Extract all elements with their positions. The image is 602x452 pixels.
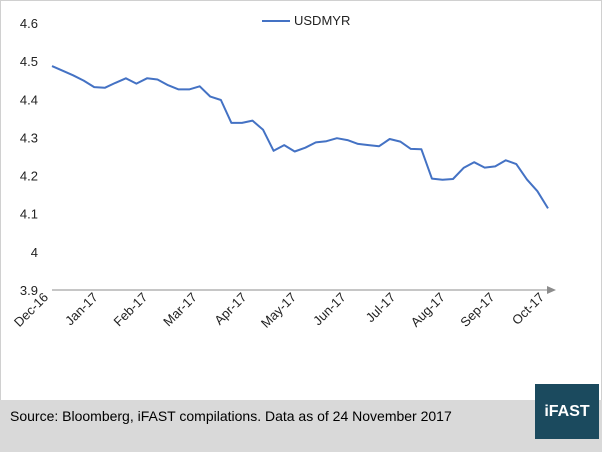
y-tick-label: 4.4 (20, 92, 38, 107)
y-tick-label: 4.3 (20, 130, 38, 145)
y-tick-label: 4.1 (20, 207, 38, 222)
x-tick-label: Aug-17 (408, 290, 448, 330)
series-line-usdmyr (51, 65, 549, 209)
x-tick-label: Apr-17 (211, 290, 249, 328)
y-tick-label: 4.2 (20, 169, 38, 184)
x-tick-label: Feb-17 (111, 290, 151, 330)
y-tick-label: 4.6 (20, 16, 38, 31)
footer-bar: Source: Bloomberg, iFAST compilations. D… (0, 400, 602, 452)
y-axis-ticks: 3.9 4 4.1 4.2 4.3 4.4 4.5 4.6 (20, 16, 38, 298)
x-tick-label: Jul-17 (363, 290, 399, 326)
x-tick-label: Oct-17 (509, 290, 547, 328)
y-tick-label: 4.5 (20, 54, 38, 69)
source-note: Source: Bloomberg, iFAST compilations. D… (10, 408, 452, 424)
x-tick-label: Jun-17 (310, 290, 349, 329)
legend: USDMYR (262, 13, 350, 28)
x-tick-label: Jan-17 (62, 290, 101, 329)
x-tick-label: Mar-17 (160, 290, 200, 330)
y-tick-label: 3.9 (20, 283, 38, 298)
x-axis-ticks: Dec-16 Jan-17 Feb-17 Mar-17 Apr-17 May-17 Jun-… (11, 290, 547, 331)
ifast-logo: iFAST (535, 384, 599, 439)
y-tick-label: 4 (31, 245, 38, 260)
x-tick-label: May-17 (258, 290, 299, 331)
x-tick-label: Sep-17 (457, 290, 497, 330)
legend-label: USDMYR (294, 13, 350, 28)
line-chart: 3.944.14.24.34.44.54.6 Dec-16 Jan-17 Feb-1… (11, 13, 556, 331)
x-axis-arrow (547, 286, 556, 294)
